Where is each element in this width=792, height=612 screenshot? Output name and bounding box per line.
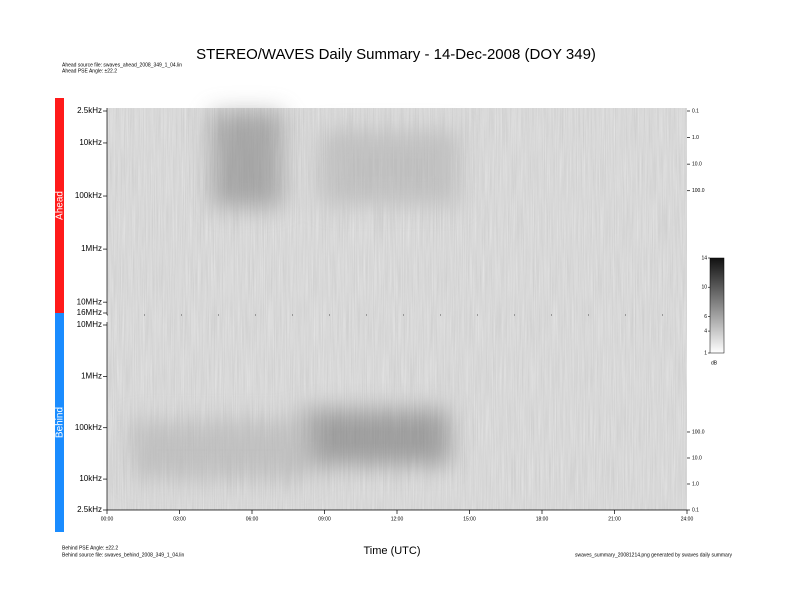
x-tick-label: 03:00: [173, 516, 186, 522]
x-axis-label: Time (UTC): [363, 545, 420, 557]
x-tick-label: 06:00: [246, 516, 259, 522]
y-tick-label: 2.5kHz: [77, 106, 102, 115]
y-tick-label: 100kHz: [75, 423, 102, 432]
colorbar-label: dB: [711, 360, 718, 366]
panel-note: Behind source file: swaves_behind_2008_3…: [62, 552, 185, 558]
y-tick-label: 1MHz: [81, 371, 102, 380]
y-tick-label: 2.5kHz: [77, 505, 102, 514]
colorbar-tick-label: 14: [701, 255, 707, 261]
y2-tick-label: 0.1: [692, 507, 699, 513]
x-tick-label: 09:00: [318, 516, 331, 522]
panel-note: Behind PSE Angle: ±22.2: [62, 545, 118, 551]
panel-label: Ahead: [55, 191, 66, 220]
panel-bar: [55, 313, 64, 532]
y2-tick-label: 1.0: [692, 135, 699, 141]
y2-tick-label: 1.0: [692, 481, 699, 487]
y-tick-label: 1MHz: [81, 244, 102, 253]
x-tick-label: 24:00: [681, 516, 694, 522]
panel-note: Ahead PSE Angle: ±22.2: [62, 68, 117, 74]
x-tick-label: 21:00: [608, 516, 621, 522]
y2-tick-label: 10.0: [692, 455, 702, 461]
colorbar-tick-label: 4: [704, 328, 707, 334]
y-tick-label: 10kHz: [79, 474, 102, 483]
y2-tick-label: 0.1: [692, 108, 699, 114]
panel-label: Behind: [55, 407, 66, 438]
chart-title: STEREO/WAVES Daily Summary - 14-Dec-2008…: [196, 46, 596, 63]
y-tick-label: 10kHz: [79, 138, 102, 147]
spectrogram-image: [107, 108, 687, 510]
x-tick-label: 00:00: [101, 516, 114, 522]
x-tick-label: 15:00: [463, 516, 476, 522]
y-tick-label: 100kHz: [75, 191, 102, 200]
panel-note: Ahead source file: swaves_ahead_2008_349…: [62, 62, 182, 68]
colorbar-tick-label: 1: [704, 350, 707, 356]
x-tick-label: 12:00: [391, 516, 404, 522]
y-tick-label: 10MHz: [77, 320, 102, 329]
colorbar: [709, 257, 725, 354]
y-tick-label: 16MHz: [77, 308, 102, 317]
y2-tick-label: 10.0: [692, 161, 702, 167]
x-tick-label: 18:00: [536, 516, 549, 522]
y2-tick-label: 100.0: [692, 429, 705, 435]
footer-note: swaves_summary_20081214.png generated by…: [575, 552, 733, 558]
y2-tick-label: 100.0: [692, 188, 705, 194]
y-tick-label: 10MHz: [77, 297, 102, 306]
colorbar-tick-label: 6: [704, 314, 707, 320]
panel-bar: [55, 98, 64, 313]
colorbar-tick-label: 10: [701, 285, 707, 291]
